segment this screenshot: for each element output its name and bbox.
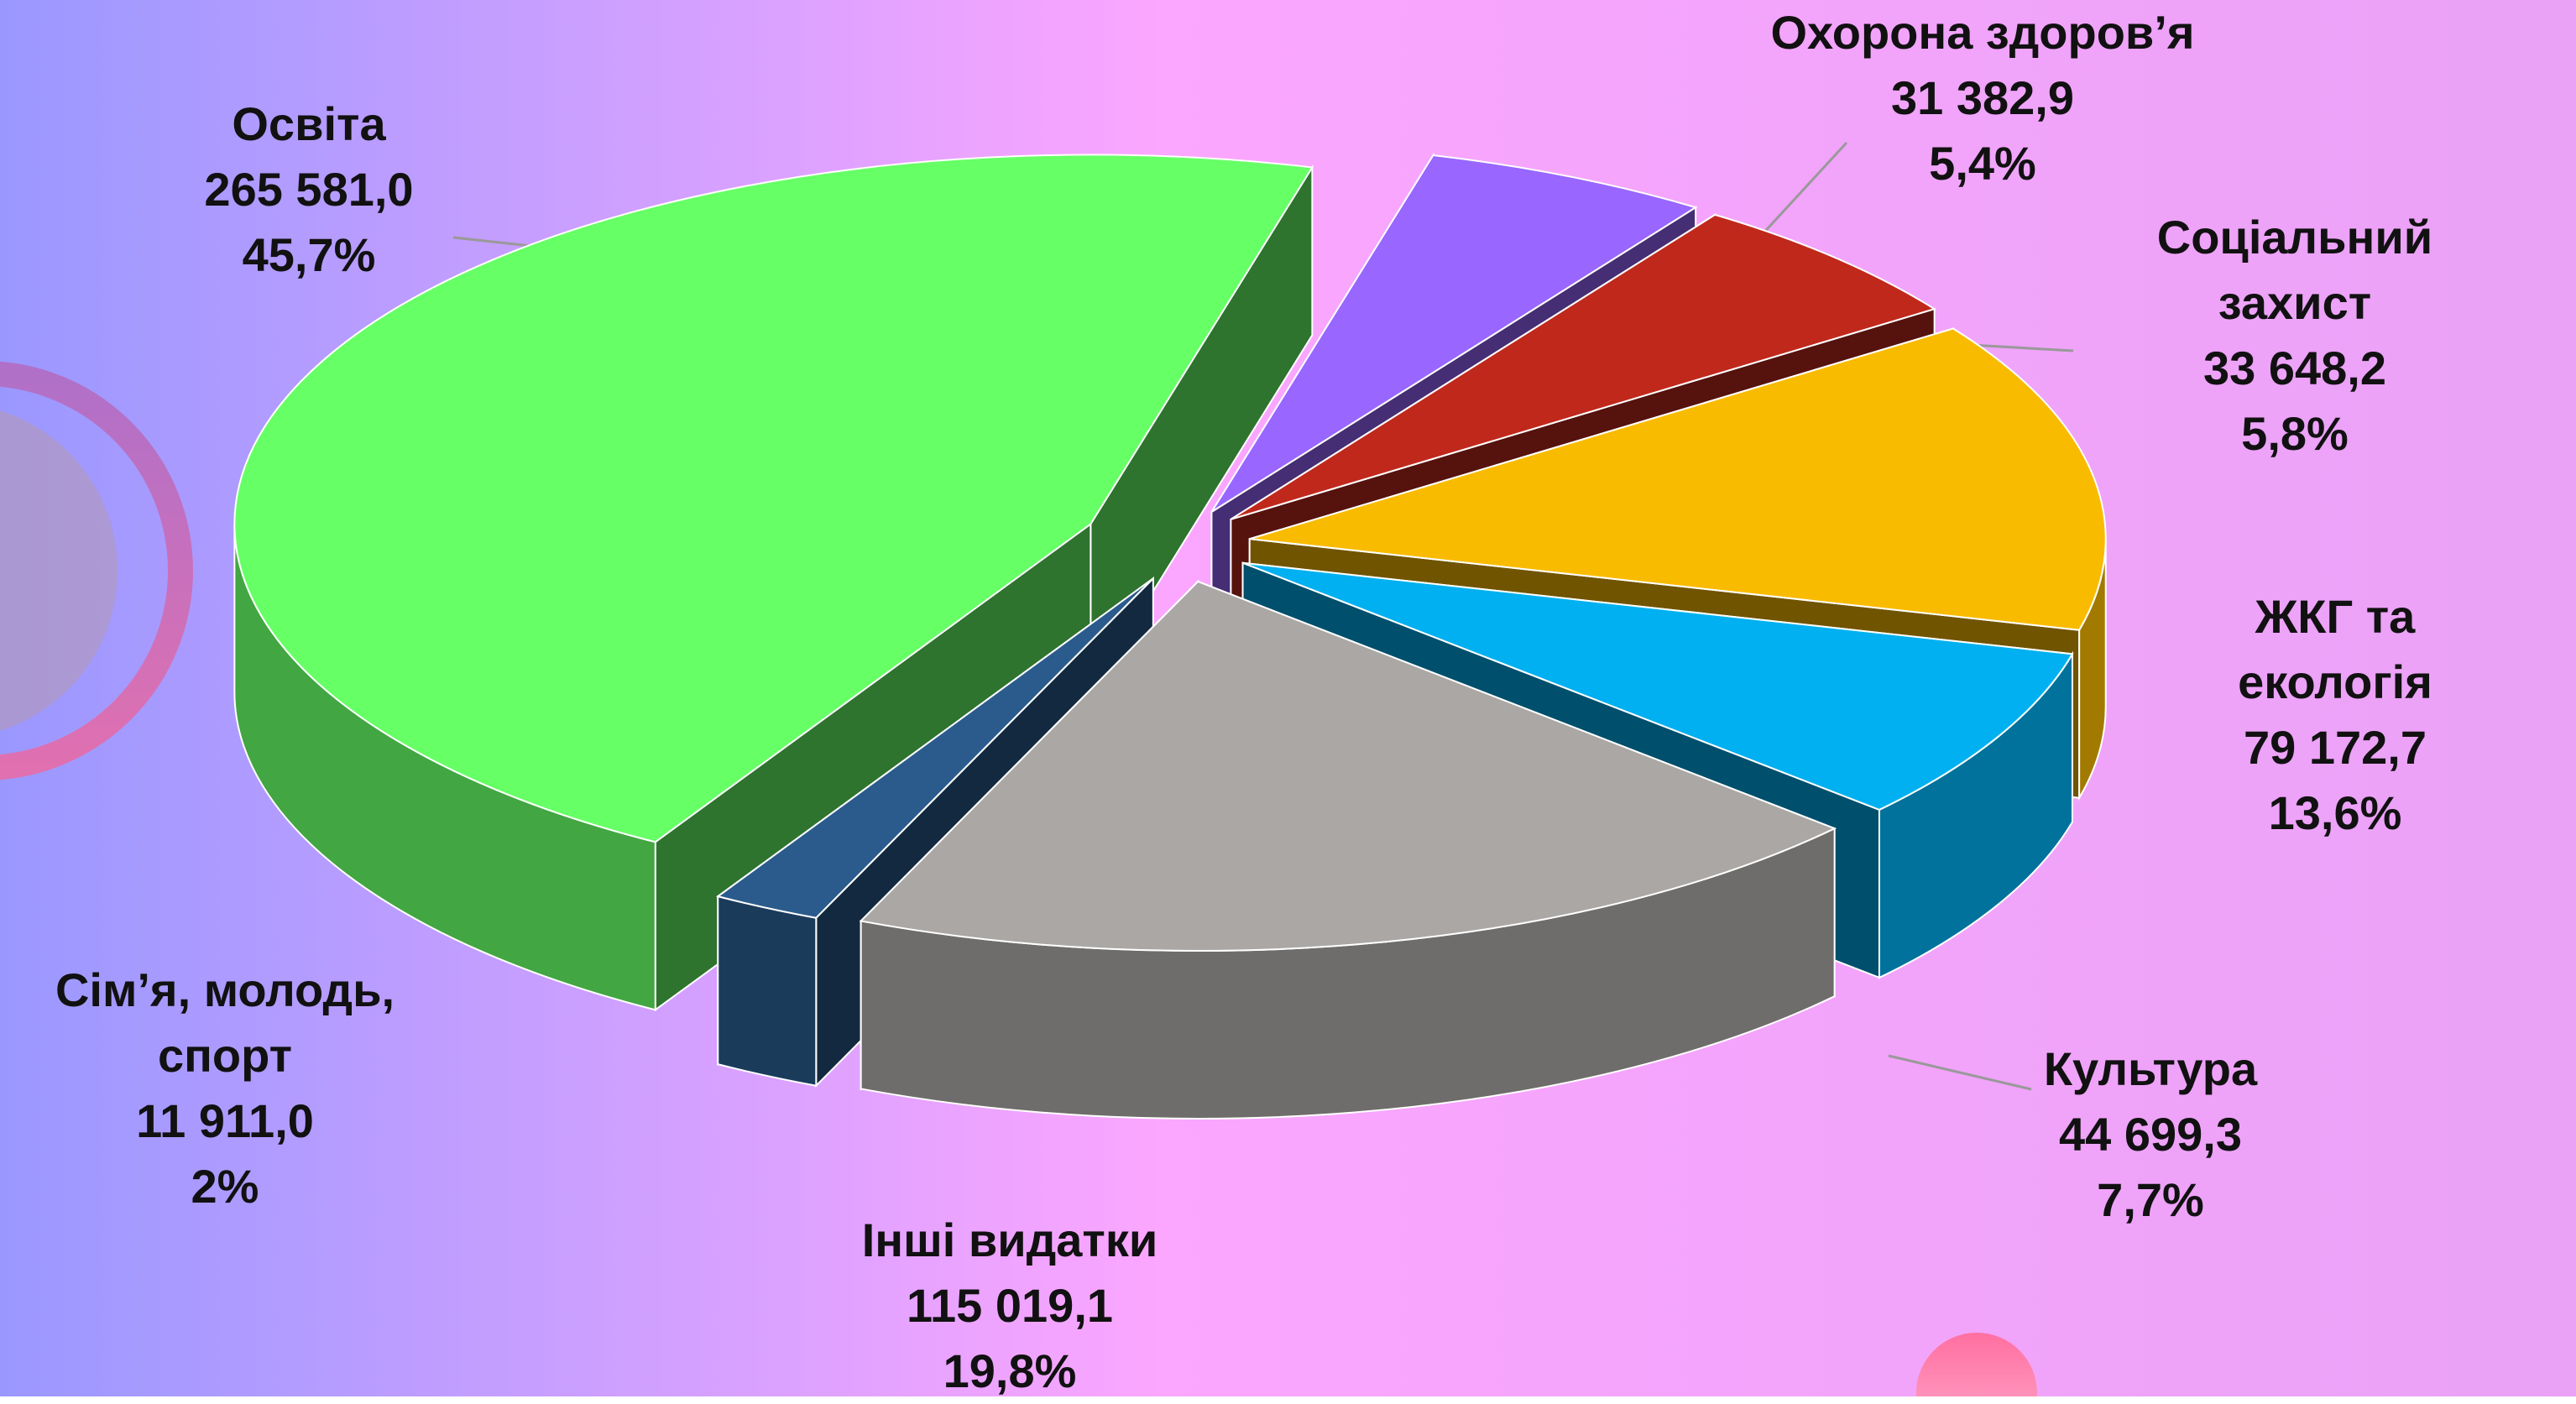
value-label: 11 911,0 [136,1094,314,1147]
category-label: Сім’я, молодь, спорт [55,963,395,1082]
slice-top [1249,327,2107,631]
percent-label: 45,7% [242,228,376,281]
data-label: Освіта 265 581,0 45,7% [204,91,413,288]
percent-label: 2% [191,1160,259,1213]
slice-top [233,154,1314,843]
percent-label: 5,8% [2241,407,2349,460]
percent-label: 19,8% [943,1344,1077,1397]
value-label: 115 019,1 [906,1279,1114,1332]
data-label: Соціальний захист 33 648,2 5,8% [2077,205,2513,467]
percent-label: 13,6% [2268,786,2402,839]
value-label: 33 648,2 [2203,342,2386,394]
category-label: Охорона здоров’я [1770,6,2195,59]
percent-label: 5,4% [1929,137,2036,190]
data-label: Сім’я, молодь, спорт 11 911,0 2% [7,958,443,1219]
slice-top [1210,154,1698,513]
category-label: Освіта [232,97,386,150]
percent-label: 7,7% [2097,1173,2204,1226]
value-label: 31 382,9 [1891,71,2074,124]
slice-top [859,580,1837,952]
value-label: 79 172,7 [2244,721,2427,774]
data-label: ЖКГ та екологія 79 172,7 13,6% [2215,584,2456,846]
decor-circle [0,410,118,731]
category-label: ЖКГ та екологія [2238,590,2432,708]
slice [859,579,1837,1120]
slice-top [715,577,1154,919]
decor-ring [0,361,193,780]
slice [233,154,1314,1012]
slice-top [1230,213,1937,520]
value-label: 44 699,3 [2059,1108,2242,1161]
data-label: Культура 44 699,3 7,7% [2044,1036,2257,1233]
category-label: Культура [2043,1042,2258,1095]
slice-wall [717,895,818,1087]
slice-top [1242,561,2074,812]
data-label: Інші видатки 115 019,1 19,8% [862,1208,1158,1404]
category-label: Соціальний захист [2156,211,2433,329]
decor-circle [1916,1333,2037,1396]
value-label: 265 581,0 [204,163,414,216]
data-label: Охорона здоров’я 31 382,9 5,4% [1770,0,2194,196]
category-label: Інші видатки [861,1213,1158,1266]
